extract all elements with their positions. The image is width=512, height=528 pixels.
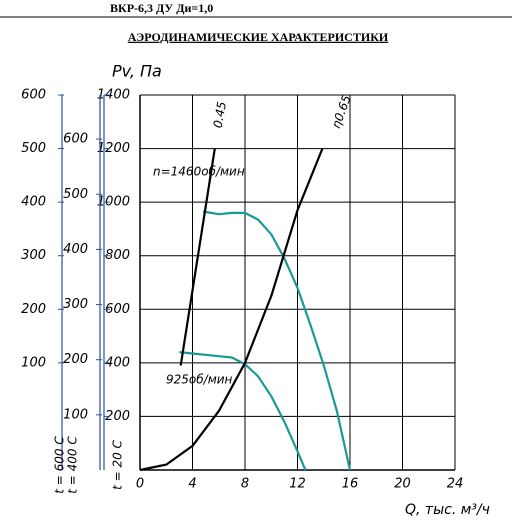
y-tick-label: 200 bbox=[21, 302, 46, 317]
chart-header: ВКР-6,3 ДУ Ди=1,0 bbox=[110, 1, 213, 15]
series-line bbox=[139, 148, 324, 472]
y-tick-label: 400 bbox=[105, 355, 130, 370]
y-tick-label: 500 bbox=[21, 141, 46, 156]
y-axis-title: Pv, Па bbox=[112, 62, 162, 81]
x-tick-label: 4 bbox=[188, 477, 196, 492]
chart-title: АЭРОДИНАМИЧЕСКИЕ ХАРАКТЕРИСТИКИ bbox=[128, 30, 389, 44]
series-line bbox=[179, 148, 216, 366]
x-axis-title: Q, тыс. м³/ч bbox=[405, 502, 490, 518]
y-tick-label: 1200 bbox=[97, 141, 130, 156]
series-label: 0.45 bbox=[211, 100, 229, 129]
y-tick-label: 100 bbox=[63, 407, 88, 422]
series-line bbox=[202, 210, 352, 471]
y-tick-label: 800 bbox=[105, 248, 130, 263]
y-tick-label: 500 bbox=[63, 187, 88, 202]
x-tick-label: 0 bbox=[136, 477, 144, 492]
y-tick-label: 300 bbox=[21, 248, 46, 263]
y-tick-label: 200 bbox=[105, 409, 130, 424]
x-tick-label: 16 bbox=[342, 477, 359, 492]
y-tick-label: 600 bbox=[21, 88, 46, 103]
axis-label: t = 400 C bbox=[66, 436, 80, 494]
y-tick-label: 200 bbox=[63, 352, 88, 367]
y-tick-label: 600 bbox=[105, 302, 130, 317]
x-tick-label: 20 bbox=[394, 477, 411, 492]
x-tick-label: 24 bbox=[447, 477, 464, 492]
y-tick-label: 600 bbox=[63, 132, 88, 147]
axis-label: t = 600 C bbox=[53, 436, 67, 494]
y-tick-label: 1000 bbox=[97, 195, 130, 210]
series-label: n=1460об/мин bbox=[153, 165, 245, 179]
y-tick-label: 300 bbox=[63, 297, 88, 312]
x-tick-label: 8 bbox=[241, 477, 249, 492]
x-tick-label: 12 bbox=[289, 477, 306, 492]
y-tick-label: 400 bbox=[63, 242, 88, 257]
y-tick-label: 100 bbox=[21, 355, 46, 370]
y-tick-label: 400 bbox=[21, 195, 46, 210]
series-label: 925об/мин bbox=[166, 373, 233, 387]
axis-label: t = 20 C bbox=[111, 439, 125, 489]
y-tick-label: 1400 bbox=[97, 88, 130, 103]
